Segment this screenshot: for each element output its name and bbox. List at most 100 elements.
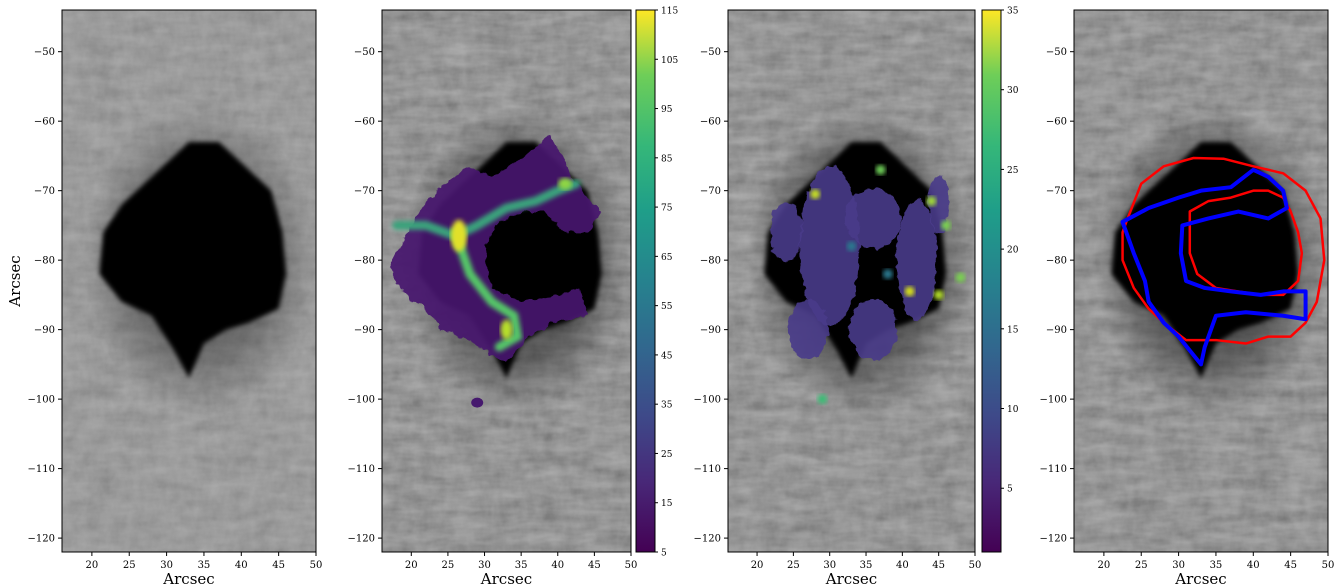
overlay-hotspot [882,269,893,280]
x-tick-label: 40 [235,560,248,571]
x-tick-label: 40 [551,560,564,571]
y-tick-label: −110 [28,464,55,475]
colorbar-gradient [981,9,1002,553]
x-tick-label: 35 [860,560,873,571]
x-axis-label: Arcsec [480,570,532,588]
x-tick-label: 20 [405,560,418,571]
colorbar-tick-label: 15 [661,499,673,509]
x-tick-label: 45 [1284,560,1297,571]
y-tick-label: −120 [694,534,721,545]
y-tick-label: −100 [348,395,375,406]
y-tick-label: −60 [700,117,721,128]
x-tick-label: 25 [787,560,800,571]
y-tick-label: −50 [354,47,375,58]
overlay-hotspot [926,196,937,207]
y-tick-label: −80 [700,256,721,267]
x-tick-label: 45 [588,560,601,571]
x-tick-label: 45 [932,560,945,571]
colorbar-tick-label: 85 [661,154,673,164]
x-tick-label: 30 [478,560,491,571]
y-tick-label: −50 [1046,47,1067,58]
x-tick-label: 35 [1210,560,1223,571]
y-tick-label: −50 [700,47,721,58]
colorbar: 5 10 15 20 25 30 35 [981,7,1019,553]
colorbar-gradient [635,9,656,553]
image-area [62,10,316,552]
y-tick-label: −90 [700,325,721,336]
colorbar-tick-label: 45 [661,351,673,361]
colorbar-tick-label: 15 [1007,325,1019,335]
overlay-region [787,299,828,360]
y-tick-label: −70 [34,186,55,197]
colorbar-tick-label: 55 [661,302,673,312]
x-tick-label: 50 [625,560,638,571]
x-axis-label: Arcsec [825,570,877,588]
x-tick-label: 40 [1247,560,1260,571]
y-tick-label: −110 [348,464,375,475]
contour-line [1120,167,1308,367]
y-tick-label: −60 [34,117,55,128]
image-area [1074,10,1328,552]
colorbar-tick-label: 30 [1007,86,1019,96]
colorbar-tick-label: 65 [661,253,673,263]
panel-2: 20 25 30 35 40 45 50 −50 −60 −70 −80 −90 −100 −110 −12… [348,7,679,588]
contour-line [1121,156,1326,345]
y-tick-label: −60 [1046,117,1067,128]
x-tick-label: 40 [896,560,909,571]
y-tick-label: −80 [354,256,375,267]
overlay-hotspot [904,286,915,297]
x-tick-label: 20 [1098,560,1111,571]
y-tick-label: −60 [354,117,375,128]
colorbar-tick-label: 5 [1007,485,1013,495]
overlay-region [849,299,898,360]
x-tick-label: 50 [310,560,323,571]
x-tick-label: 35 [198,560,211,571]
colorbar-tick-label: 25 [661,450,673,460]
y-tick-label: −90 [354,325,375,336]
panel-1: 20 25 30 35 40 45 50 −50 −60 −70 −80 −90 −100 −110 −12… [6,9,323,588]
y-tick-label: −70 [354,186,375,197]
colorbar-tick-label: 5 [661,549,667,559]
y-tick-label: −120 [348,534,375,545]
umbra [1111,142,1299,379]
axes-frame [61,9,317,553]
x-tick-label: 20 [751,560,764,571]
image-area [728,10,975,552]
y-tick-label: −90 [34,325,55,336]
overlay-region [799,166,860,327]
y-tick-label: −50 [34,47,55,58]
y-tick-label: −70 [700,186,721,197]
x-tick-label: 50 [1322,560,1335,571]
y-tick-label: −90 [1046,325,1067,336]
x-tick-label: 35 [515,560,528,571]
overlay-region [845,188,902,249]
contour-line [1188,189,1304,297]
colorbar-tick-label: 35 [1007,7,1019,17]
overlay-ridge-lower [450,227,523,352]
image-area [382,10,631,552]
y-tick-label: −100 [694,395,721,406]
colorbar-tick-label: 95 [661,105,673,115]
overlay-hotspot [846,241,857,252]
y-tick-label: −120 [1040,534,1067,545]
y-tick-label: −110 [694,464,721,475]
overlay-hotspot [940,220,951,231]
colorbar-tick-label: 35 [661,401,673,411]
axes-frame [381,9,632,553]
axes-frame [727,9,976,553]
y-tick-label: −100 [1040,395,1067,406]
x-tick-label: 50 [969,560,982,571]
umbra [99,142,287,379]
colorbar-tick-label: 25 [1007,166,1019,176]
x-tick-label: 25 [1135,560,1148,571]
x-tick-label: 45 [272,560,285,571]
overlay-hotspot [955,272,966,283]
panel-3: 20 25 30 35 40 45 50 −50 −60 −70 −80 −90 −100 −110 −12… [694,7,1019,588]
x-axis-label: Arcsec [1174,570,1226,588]
overlay-region [770,202,803,263]
y-axis-label: Arcsec [6,255,24,307]
y-tick-label: −70 [1046,186,1067,197]
colorbar-tick-label: 75 [661,204,673,214]
overlay-peak [450,219,467,252]
